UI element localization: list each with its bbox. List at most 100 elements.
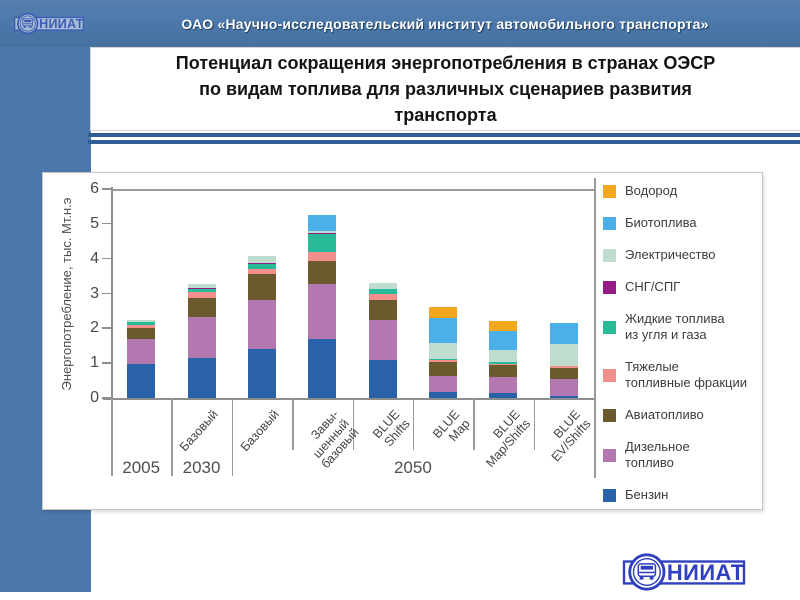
bar-segment bbox=[247, 274, 276, 300]
legend-item: Биотоплива bbox=[603, 215, 759, 231]
bar-segment bbox=[549, 365, 578, 369]
slide-title-line-1: Потенциал сокращения энергопотребления в… bbox=[175, 53, 716, 73]
bar-segment bbox=[308, 252, 337, 262]
x-axis-category-tick bbox=[111, 398, 113, 476]
niiat-logo-small: НИИАТ bbox=[13, 10, 85, 37]
x-axis-category-tick bbox=[412, 398, 415, 450]
bar-segment bbox=[429, 391, 458, 398]
y-axis-title: Энергопотребление, тыс. Мт.н.э bbox=[59, 197, 74, 391]
bar-segment bbox=[247, 263, 276, 264]
bar-segment bbox=[489, 364, 518, 365]
bar-segment bbox=[308, 232, 337, 234]
bar-segment bbox=[127, 338, 156, 365]
plot-top-border bbox=[111, 189, 594, 191]
bar-segment bbox=[489, 321, 518, 332]
niiat-logo: НИИАТ bbox=[620, 552, 748, 592]
y-axis-tick-label: 5 bbox=[90, 214, 99, 232]
legend-swatch-icon bbox=[603, 280, 616, 294]
bar-segment bbox=[489, 350, 518, 363]
y-axis-tick-label: 3 bbox=[90, 284, 99, 302]
legend-swatch-icon bbox=[603, 448, 616, 462]
legend-label: Жидкие топлива из угля и газа bbox=[625, 311, 725, 342]
legend-swatch-icon bbox=[603, 320, 616, 334]
x-axis-category-tick bbox=[292, 398, 294, 450]
bar-segment bbox=[187, 288, 216, 289]
slide-title-line-3: транспорта bbox=[394, 105, 497, 125]
legend-item: Бензин bbox=[603, 487, 759, 503]
y-tick bbox=[102, 257, 111, 260]
bar-segment bbox=[429, 362, 458, 377]
x-axis-line bbox=[103, 398, 595, 400]
bar-segment bbox=[549, 378, 578, 397]
bar-segment bbox=[127, 322, 156, 325]
y-axis-tick-label: 2 bbox=[90, 319, 99, 337]
legend-item: Жидкие топлива из угля и газа bbox=[603, 311, 759, 343]
bar-segment bbox=[247, 256, 276, 264]
bar-segment bbox=[429, 359, 458, 363]
y-tick bbox=[102, 362, 111, 364]
legend-item: Авиатопливо bbox=[603, 407, 759, 423]
y-axis-tick-label: 6 bbox=[90, 180, 99, 197]
legend-label: Электричество bbox=[625, 247, 716, 262]
bar-segment bbox=[308, 233, 337, 253]
y-axis-tick-label: 4 bbox=[90, 249, 99, 267]
bar-segment bbox=[429, 358, 458, 360]
legend-label: Авиатопливо bbox=[625, 407, 704, 422]
bar-segment bbox=[247, 299, 276, 349]
legend-item: Водород bbox=[603, 183, 759, 199]
bar-segment bbox=[429, 376, 458, 392]
year-group-label: 2050 bbox=[393, 458, 432, 477]
bar-segment bbox=[308, 283, 337, 339]
bar-segment bbox=[489, 331, 518, 351]
bar-segment bbox=[368, 299, 397, 320]
header-band: ОАО «Научно-исследовательский институт а… bbox=[0, 0, 800, 48]
bar-segment bbox=[489, 364, 518, 378]
bar-segment bbox=[549, 322, 578, 344]
legend-label: Тяжелые топливные фракции bbox=[625, 359, 748, 390]
bar-segment bbox=[247, 263, 276, 270]
legend-swatch-icon bbox=[603, 408, 616, 422]
bar-segment bbox=[187, 284, 216, 289]
legend-swatch-icon bbox=[603, 216, 616, 230]
legend-swatch-icon bbox=[603, 368, 616, 382]
bar-segment bbox=[308, 230, 337, 233]
bar-segment bbox=[127, 364, 156, 398]
legend-swatch-icon bbox=[603, 184, 616, 198]
bar-segment bbox=[187, 288, 216, 293]
bar-segment bbox=[368, 360, 397, 398]
x-axis-category-tick bbox=[533, 398, 536, 450]
divider-line-bottom bbox=[88, 140, 800, 144]
y-axis-line bbox=[111, 187, 113, 400]
y-tick bbox=[102, 222, 111, 225]
chart-legend: Водород Биотоплива Электричество СНГ/СПГ Жид… bbox=[603, 183, 759, 503]
title-divider bbox=[88, 133, 800, 144]
bar-segment bbox=[187, 292, 216, 299]
bar-segment bbox=[549, 368, 578, 379]
bar-segment bbox=[368, 294, 397, 300]
plot-right-border bbox=[594, 178, 596, 478]
slide-title-line-2: по видам топлива для различных сценариев… bbox=[199, 79, 692, 99]
bar-segment bbox=[549, 343, 578, 366]
bar-segment bbox=[247, 269, 276, 275]
x-axis-category-tick bbox=[171, 398, 173, 476]
x-axis-category-tick bbox=[231, 398, 234, 476]
bar-segment bbox=[127, 319, 156, 323]
year-group-label: 2030 bbox=[182, 458, 221, 477]
x-axis-category-tick bbox=[352, 398, 354, 450]
car-icon bbox=[637, 563, 657, 580]
bar-segment bbox=[187, 317, 216, 358]
legend-label: Бензин bbox=[625, 487, 669, 502]
x-axis-label: BLUE Map/Shifts bbox=[483, 407, 534, 470]
niiat-logo-icon: НИИАТ bbox=[622, 553, 746, 591]
legend-swatch-icon bbox=[603, 248, 616, 262]
bar-segment bbox=[308, 338, 337, 398]
x-axis-category-tick bbox=[594, 398, 596, 450]
niiat-logo-text: НИИАТ bbox=[39, 17, 84, 31]
bar-segment bbox=[429, 317, 458, 343]
bar-segment bbox=[489, 392, 518, 398]
y-axis-tick-label: 0 bbox=[90, 389, 99, 406]
stacked-bar-chart: 0 1 2 3 4 5 6 Энергопотребление, тыс. Мт.н.э Баз… bbox=[43, 173, 762, 509]
bar-segment bbox=[489, 377, 518, 393]
bar-segment bbox=[247, 348, 276, 398]
